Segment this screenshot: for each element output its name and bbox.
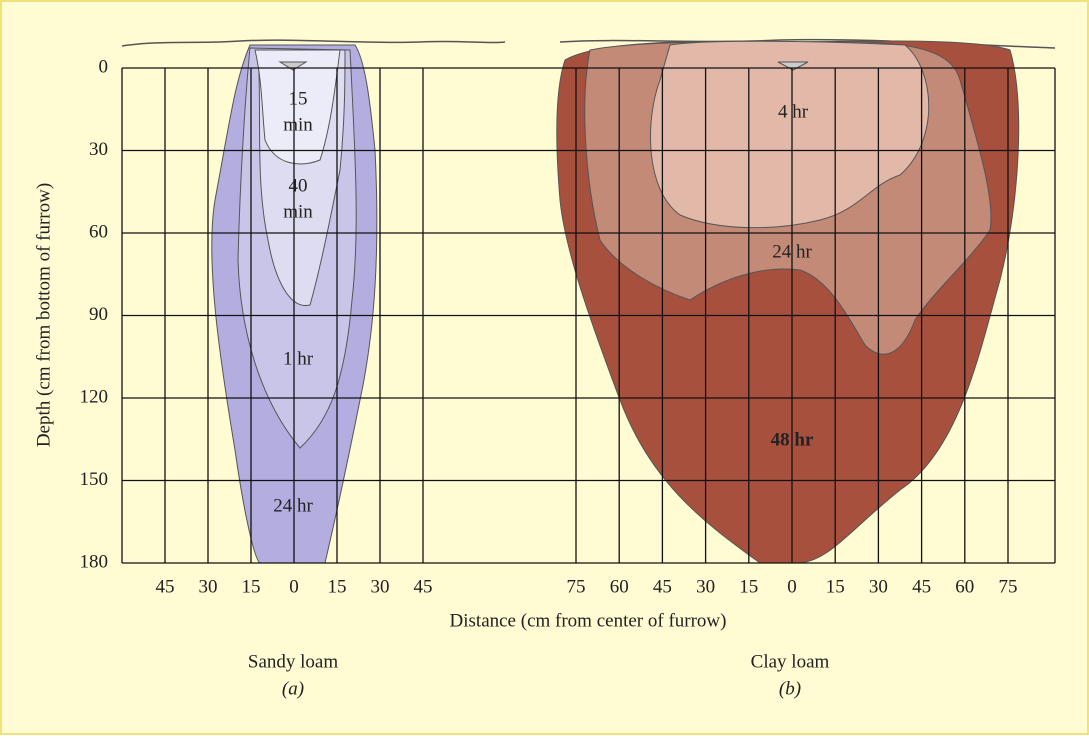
zone-label: 4 hr (778, 101, 809, 122)
y-tick-label: 180 (80, 551, 109, 572)
zone-label: min (283, 114, 313, 135)
y-tick-label: 0 (99, 56, 109, 77)
x-tick-label: 30 (696, 576, 715, 597)
y-tick-label: 60 (89, 221, 108, 242)
zone-label: 40 (289, 175, 308, 196)
figure: Depth (cm from bottom of furrow) Distanc… (0, 0, 1089, 735)
zone-label: 48 hr (771, 429, 814, 450)
zone-label: 24 hr (772, 241, 812, 262)
x-tick-label: 15 (826, 576, 845, 597)
zone-label: 24 hr (273, 495, 313, 516)
x-tick-label: 45 (156, 576, 175, 597)
page: Depth (cm from bottom of furrow) Distanc… (0, 0, 1089, 735)
x-tick-label: 15 (328, 576, 347, 597)
y-tick-label: 120 (80, 386, 109, 407)
x-tick-label: 0 (787, 576, 797, 597)
panel-caption: Sandy loam (248, 651, 338, 672)
x-tick-label: 30 (199, 576, 218, 597)
panel-caption: Clay loam (751, 651, 830, 672)
x-tick-label: 75 (567, 576, 586, 597)
x-tick-label: 30 (371, 576, 390, 597)
zone-label: 1 hr (283, 348, 314, 369)
y-tick-label: 150 (80, 469, 109, 490)
panel-letter: (b) (779, 678, 801, 699)
x-axis-label: Distance (cm from center of furrow) (450, 610, 727, 631)
x-tick-label: 60 (955, 576, 974, 597)
x-tick-label: 45 (414, 576, 433, 597)
x-tick-label: 0 (289, 576, 299, 597)
y-axis-label: Depth (cm from bottom of furrow) (33, 183, 54, 447)
x-tick-label: 15 (242, 576, 261, 597)
zone-label: 15 (289, 88, 308, 109)
x-tick-label: 45 (912, 576, 931, 597)
x-tick-label: 30 (869, 576, 888, 597)
y-tick-label: 30 (89, 139, 108, 160)
x-tick-label: 45 (653, 576, 672, 597)
y-tick-label: 90 (89, 304, 108, 325)
panel-letter: (a) (282, 678, 304, 699)
zone-label: min (283, 201, 313, 222)
x-tick-label: 60 (610, 576, 629, 597)
x-tick-label: 15 (739, 576, 758, 597)
x-tick-label: 75 (999, 576, 1018, 597)
